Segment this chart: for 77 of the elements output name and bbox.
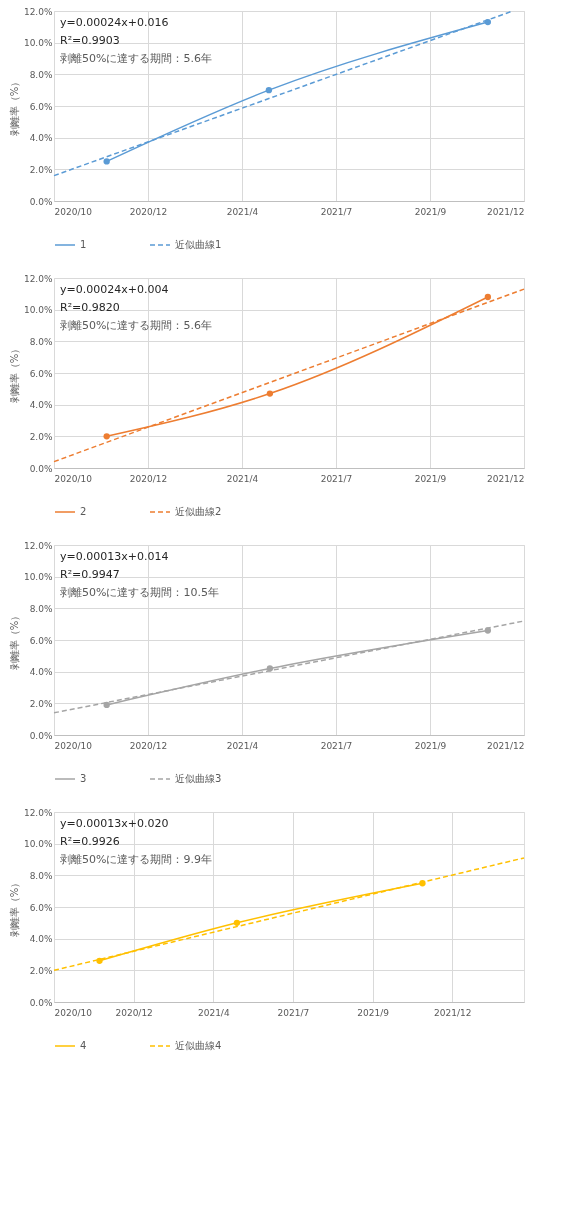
x-tick-label: 2020/12 [129, 206, 168, 217]
y-tick-label: 0.0% [29, 196, 53, 207]
x-tick-label: 2021/4 [226, 473, 259, 484]
legend-label: 近似曲線1 [175, 239, 222, 250]
x-tick-label: 2021/9 [357, 1007, 390, 1018]
y-tick-label: 12.0% [23, 6, 53, 17]
annotation: 剥離50%に達する期間：9.9年 [60, 853, 212, 866]
legend-label: 近似曲線4 [175, 1040, 222, 1051]
x-tick-label: 2020/12 [129, 473, 168, 484]
y-tick-label: 2.0% [29, 965, 53, 976]
y-tick-label: 4.0% [29, 667, 53, 678]
annotation: R²=0.9820 [60, 301, 120, 314]
x-tick-label: 2021/9 [414, 473, 447, 484]
x-tick-label: 2021/12 [434, 1007, 472, 1018]
legend-label: 4 [80, 1040, 87, 1051]
legend-label: 3 [80, 773, 87, 784]
y-tick-label: 10.0% [23, 839, 53, 850]
y-tick-label: 8.0% [29, 870, 53, 881]
x-tick-label: 2021/12 [487, 473, 525, 484]
y-tick-label: 2.0% [29, 431, 53, 442]
x-tick-label: 2021/7 [320, 473, 353, 484]
y-tick-label: 8.0% [29, 603, 53, 614]
y-tick-label: 2.0% [29, 164, 53, 175]
x-tick-label: 2021/12 [487, 206, 525, 217]
y-tick-label: 4.0% [29, 400, 53, 411]
y-tick-label: 0.0% [29, 997, 53, 1008]
annotation: 剥離50%に達する期間：5.6年 [60, 319, 212, 332]
y-axis-title: 剥離率（%） [8, 610, 20, 671]
y-tick-label: 8.0% [29, 336, 53, 347]
y-axis-title: 剥離率（%） [8, 76, 20, 137]
y-tick-label: 12.0% [23, 807, 53, 818]
annotation: y=0.00013x+0.020 [60, 817, 169, 830]
y-tick-label: 10.0% [23, 305, 53, 316]
y-tick-label: 8.0% [29, 69, 53, 80]
y-tick-label: 0.0% [29, 730, 53, 741]
x-tick-label: 2020/10 [54, 1007, 93, 1018]
x-tick-label: 2020/10 [54, 740, 93, 751]
x-tick-label: 2020/12 [129, 740, 168, 751]
x-tick-label: 2021/12 [487, 740, 525, 751]
y-axis-title: 剥離率（%） [8, 343, 20, 404]
legend-label: 2 [80, 506, 87, 517]
y-tick-label: 4.0% [29, 934, 53, 945]
x-tick-label: 2021/9 [414, 206, 447, 217]
x-tick-label: 2021/4 [226, 206, 259, 217]
legend-label: 近似曲線3 [175, 773, 222, 784]
y-tick-label: 12.0% [23, 273, 53, 284]
x-tick-label: 2020/10 [54, 473, 93, 484]
y-axis-title: 剥離率（%） [8, 877, 20, 938]
legend-label: 近似曲線2 [175, 506, 222, 517]
y-tick-label: 2.0% [29, 698, 53, 709]
y-tick-label: 6.0% [29, 101, 53, 112]
annotation: y=0.00013x+0.014 [60, 550, 169, 563]
annotation: y=0.00024x+0.004 [60, 283, 169, 296]
annotation: R²=0.9926 [60, 835, 120, 848]
legend-label: 1 [80, 239, 87, 250]
x-tick-label: 2020/10 [54, 206, 93, 217]
annotation: R²=0.9903 [60, 34, 120, 47]
y-tick-label: 12.0% [23, 540, 53, 551]
y-tick-label: 6.0% [29, 635, 53, 646]
x-tick-label: 2021/7 [320, 740, 353, 751]
y-tick-label: 6.0% [29, 368, 53, 379]
y-tick-label: 10.0% [23, 38, 53, 49]
annotation: 剥離50%に達する期間：5.6年 [60, 52, 212, 65]
annotation: 剥離50%に達する期間：10.5年 [60, 586, 219, 599]
y-tick-label: 4.0% [29, 133, 53, 144]
annotation: R²=0.9947 [60, 568, 120, 581]
y-tick-label: 6.0% [29, 902, 53, 913]
annotation: y=0.00024x+0.016 [60, 16, 169, 29]
point [233, 919, 241, 926]
x-tick-label: 2021/4 [197, 1007, 230, 1018]
y-tick-label: 0.0% [29, 463, 53, 474]
y-tick-label: 10.0% [23, 572, 53, 583]
x-tick-label: 2021/4 [226, 740, 259, 751]
x-tick-label: 2020/12 [115, 1007, 153, 1018]
x-tick-label: 2021/7 [277, 1007, 310, 1018]
x-tick-label: 2021/9 [414, 740, 447, 751]
x-tick-label: 2021/7 [320, 206, 353, 217]
